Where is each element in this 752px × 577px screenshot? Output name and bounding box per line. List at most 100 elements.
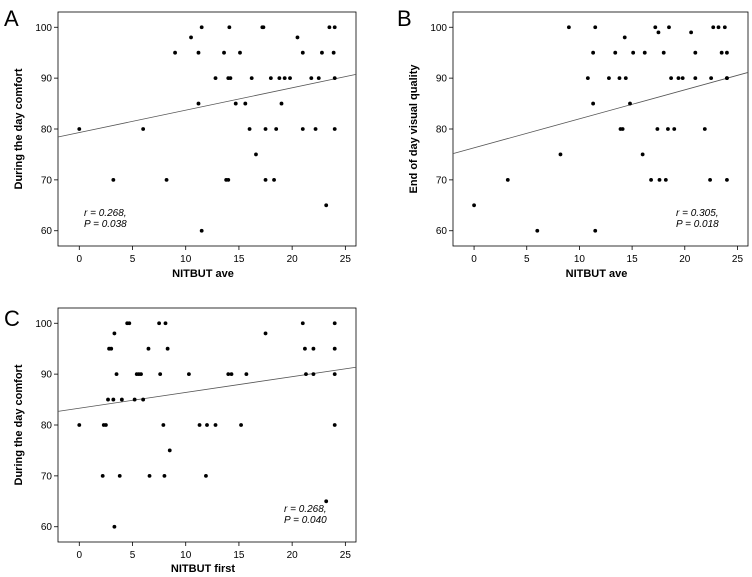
data-point [300, 127, 305, 131]
data-point [593, 25, 598, 30]
data-point [233, 101, 238, 106]
y-axis-title: End of day visual quality [408, 64, 420, 194]
y-tick-label: 100 [35, 319, 52, 330]
data-point [157, 321, 162, 326]
data-point [505, 177, 510, 182]
fit-line [57, 366, 357, 412]
data-point [141, 397, 146, 402]
data-point [332, 25, 337, 30]
data-point [205, 423, 209, 427]
x-tick-label: 20 [679, 254, 691, 265]
data-point [613, 50, 618, 55]
data-point [666, 127, 670, 131]
data-point [719, 50, 724, 55]
data-point [274, 127, 279, 131]
data-point [309, 76, 314, 81]
data-point [591, 101, 596, 106]
data-point [311, 346, 316, 351]
data-point [672, 127, 677, 131]
data-point [472, 203, 476, 208]
data-point [187, 372, 191, 377]
data-point [111, 177, 116, 182]
data-point [106, 397, 110, 402]
data-point [657, 177, 662, 182]
y-tick-label: 90 [41, 74, 53, 85]
data-point [141, 127, 146, 131]
x-tick-label: 20 [287, 254, 299, 265]
data-point [263, 127, 268, 131]
data-point [332, 346, 337, 351]
x-tick-label: 5 [130, 550, 136, 561]
data-point [313, 127, 318, 131]
stat-r: r = 0.268, [284, 504, 327, 515]
data-point [127, 321, 132, 326]
data-point [226, 372, 231, 377]
x-tick-label: 10 [180, 254, 192, 265]
data-point [199, 25, 204, 30]
data-point [263, 177, 268, 182]
data-point [725, 50, 729, 55]
data-point [702, 127, 707, 131]
y-tick-label: 60 [41, 522, 53, 533]
data-point [327, 25, 332, 30]
data-point [642, 50, 647, 55]
x-tick-label: 0 [77, 254, 83, 265]
data-point [103, 423, 108, 427]
x-tick-label: 5 [130, 254, 136, 265]
data-point [139, 372, 143, 377]
data-point [165, 346, 170, 351]
data-point [146, 346, 151, 351]
data-point [693, 50, 698, 55]
data-point [300, 50, 305, 55]
fit-line [57, 73, 357, 138]
data-point [656, 30, 661, 35]
stat-p: P = 0.040 [284, 515, 327, 526]
data-point [213, 423, 218, 427]
data-point [689, 30, 694, 35]
data-point [716, 25, 721, 30]
y-tick-label: 80 [41, 421, 53, 432]
data-point [324, 203, 329, 208]
y-tick-label: 90 [41, 370, 53, 381]
data-point [722, 25, 727, 30]
data-point [199, 228, 204, 233]
data-point [111, 397, 116, 402]
stat-p: P = 0.038 [84, 219, 127, 230]
data-point [167, 448, 172, 453]
data-point [112, 524, 117, 529]
data-point [300, 321, 305, 326]
data-point [324, 499, 329, 504]
data-point [628, 101, 632, 106]
y-tick-label: 70 [41, 175, 53, 186]
data-point [239, 423, 243, 427]
data-point [667, 25, 671, 30]
data-point [147, 473, 152, 478]
y-tick-label: 100 [35, 23, 52, 34]
data-point [112, 331, 117, 336]
data-point [109, 346, 114, 351]
data-point [204, 473, 208, 478]
y-axis-title: During the day comfort [13, 68, 25, 189]
data-point [161, 423, 166, 427]
data-point [316, 76, 321, 81]
data-point [676, 76, 681, 81]
data-point [114, 372, 119, 377]
data-point [669, 76, 673, 81]
data-point [238, 50, 242, 55]
x-tick-label: 25 [732, 254, 744, 265]
data-point [593, 228, 598, 233]
data-point [77, 423, 82, 427]
data-point [655, 127, 660, 131]
data-point [279, 101, 284, 106]
data-point [222, 50, 226, 55]
data-point [189, 35, 193, 40]
panel-label: A [4, 6, 19, 31]
data-point [591, 50, 596, 55]
data-point [132, 397, 137, 402]
y-tick-label: 60 [436, 226, 448, 237]
panel-label: B [397, 6, 412, 31]
x-axis-title: NITBUT ave [566, 268, 628, 280]
data-point [244, 372, 249, 377]
data-point [163, 321, 168, 326]
